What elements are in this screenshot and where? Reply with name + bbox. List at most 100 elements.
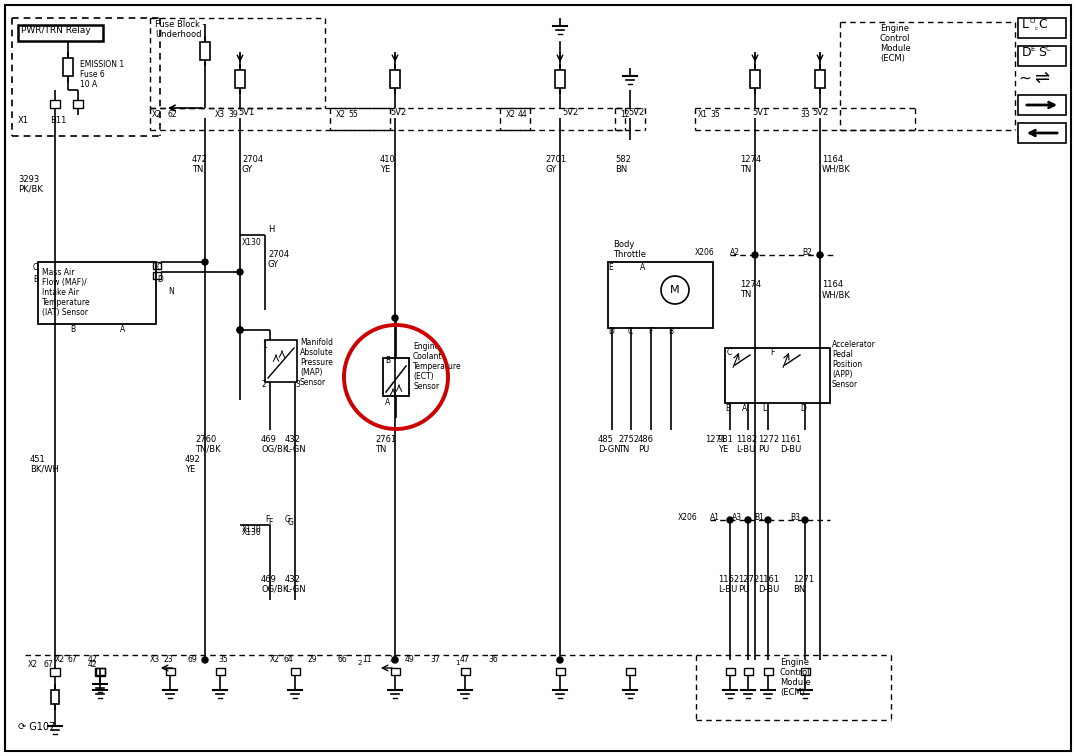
Text: OG/BK: OG/BK	[261, 445, 288, 454]
Text: BK/WH: BK/WH	[30, 465, 59, 474]
Bar	[750, 70, 760, 88]
Bar	[764, 668, 773, 675]
Text: 410: 410	[380, 155, 396, 164]
Text: 582: 582	[615, 155, 631, 164]
Text: 1182: 1182	[736, 435, 758, 444]
Bar	[725, 348, 830, 403]
Bar	[153, 272, 161, 279]
Text: C: C	[1038, 17, 1047, 30]
Text: 5V2: 5V2	[562, 108, 578, 117]
Bar	[555, 70, 565, 88]
Text: YE: YE	[185, 465, 195, 474]
Text: WH/BK: WH/BK	[822, 165, 851, 174]
Text: 37: 37	[430, 655, 440, 664]
Text: WH/BK: WH/BK	[822, 290, 851, 299]
Text: C: C	[727, 348, 733, 357]
Text: GY: GY	[268, 260, 279, 269]
Bar	[235, 70, 245, 88]
Bar	[815, 70, 825, 88]
Text: BN: BN	[615, 165, 627, 174]
Text: X3: X3	[215, 110, 225, 119]
Bar	[38, 262, 156, 324]
Text: L-BU: L-BU	[718, 585, 737, 594]
Text: 5V1: 5V1	[752, 108, 768, 117]
Text: Engine: Engine	[413, 342, 439, 351]
Text: 2752: 2752	[618, 435, 639, 444]
Bar	[49, 100, 60, 108]
Bar	[726, 668, 735, 675]
Text: 62: 62	[168, 110, 178, 119]
Circle shape	[727, 517, 733, 523]
Text: X2: X2	[336, 110, 346, 119]
Text: TN: TN	[192, 165, 203, 174]
Text: 5V2: 5V2	[812, 108, 829, 117]
Text: X2: X2	[506, 110, 516, 119]
Text: D-GN: D-GN	[598, 445, 621, 454]
Circle shape	[661, 276, 689, 304]
Text: TN: TN	[740, 290, 751, 299]
Text: Module: Module	[880, 44, 910, 53]
Bar	[49, 668, 60, 676]
Circle shape	[557, 657, 563, 663]
Circle shape	[202, 259, 208, 265]
Circle shape	[752, 252, 758, 258]
Text: Pressure: Pressure	[300, 358, 332, 367]
Text: (ECM): (ECM)	[780, 688, 805, 697]
Bar	[1018, 18, 1066, 38]
Circle shape	[745, 517, 751, 523]
Text: Engine: Engine	[880, 24, 909, 33]
Text: 1162: 1162	[718, 575, 739, 584]
Bar	[801, 668, 810, 675]
Bar	[73, 100, 83, 108]
Text: Temperature: Temperature	[42, 298, 90, 307]
Text: 1274: 1274	[740, 155, 761, 164]
Text: A: A	[121, 325, 125, 334]
Circle shape	[237, 327, 243, 333]
Text: 2: 2	[261, 380, 267, 389]
Text: F: F	[265, 515, 269, 524]
Text: TN: TN	[618, 445, 629, 454]
Text: ⇌: ⇌	[1034, 69, 1049, 87]
Text: YE: YE	[718, 445, 728, 454]
Text: F: F	[648, 327, 652, 336]
Bar	[626, 668, 635, 675]
Text: 42: 42	[88, 660, 98, 669]
Text: 1271: 1271	[793, 575, 815, 584]
Text: C: C	[628, 327, 634, 336]
Text: X2: X2	[55, 655, 65, 664]
Text: C: C	[32, 263, 38, 272]
Text: C: C	[1046, 46, 1051, 52]
Text: L-GN: L-GN	[285, 585, 306, 594]
Text: (MAP): (MAP)	[300, 368, 323, 377]
Text: A3: A3	[732, 513, 742, 522]
Text: A2: A2	[730, 248, 740, 257]
Text: Position: Position	[832, 360, 862, 369]
Text: 49: 49	[405, 655, 414, 664]
Text: 1: 1	[261, 341, 267, 350]
Text: C: C	[157, 263, 162, 272]
Text: B3: B3	[790, 513, 799, 522]
Text: X1: X1	[390, 655, 400, 664]
Text: Pedal: Pedal	[832, 350, 853, 359]
Bar	[216, 668, 225, 675]
Circle shape	[765, 517, 771, 523]
Text: N: N	[168, 287, 173, 296]
Text: E: E	[608, 263, 612, 272]
Text: 29: 29	[308, 655, 317, 664]
Text: Flow (MAF)/: Flow (MAF)/	[42, 278, 87, 287]
Text: Control: Control	[780, 668, 810, 677]
Text: S: S	[1038, 45, 1046, 58]
Text: GY: GY	[242, 165, 253, 174]
Text: OG/BK: OG/BK	[261, 585, 288, 594]
Text: H: H	[268, 225, 274, 234]
Text: Sensor: Sensor	[413, 382, 439, 391]
Bar	[1018, 46, 1066, 66]
Bar	[1018, 123, 1066, 143]
Text: 3: 3	[295, 380, 300, 389]
Bar	[556, 668, 565, 675]
Text: 67: 67	[68, 655, 77, 664]
Text: 10 A: 10 A	[80, 80, 97, 89]
Text: (APP): (APP)	[832, 370, 852, 379]
Text: 1272: 1272	[738, 575, 760, 584]
Text: D: D	[799, 404, 806, 413]
